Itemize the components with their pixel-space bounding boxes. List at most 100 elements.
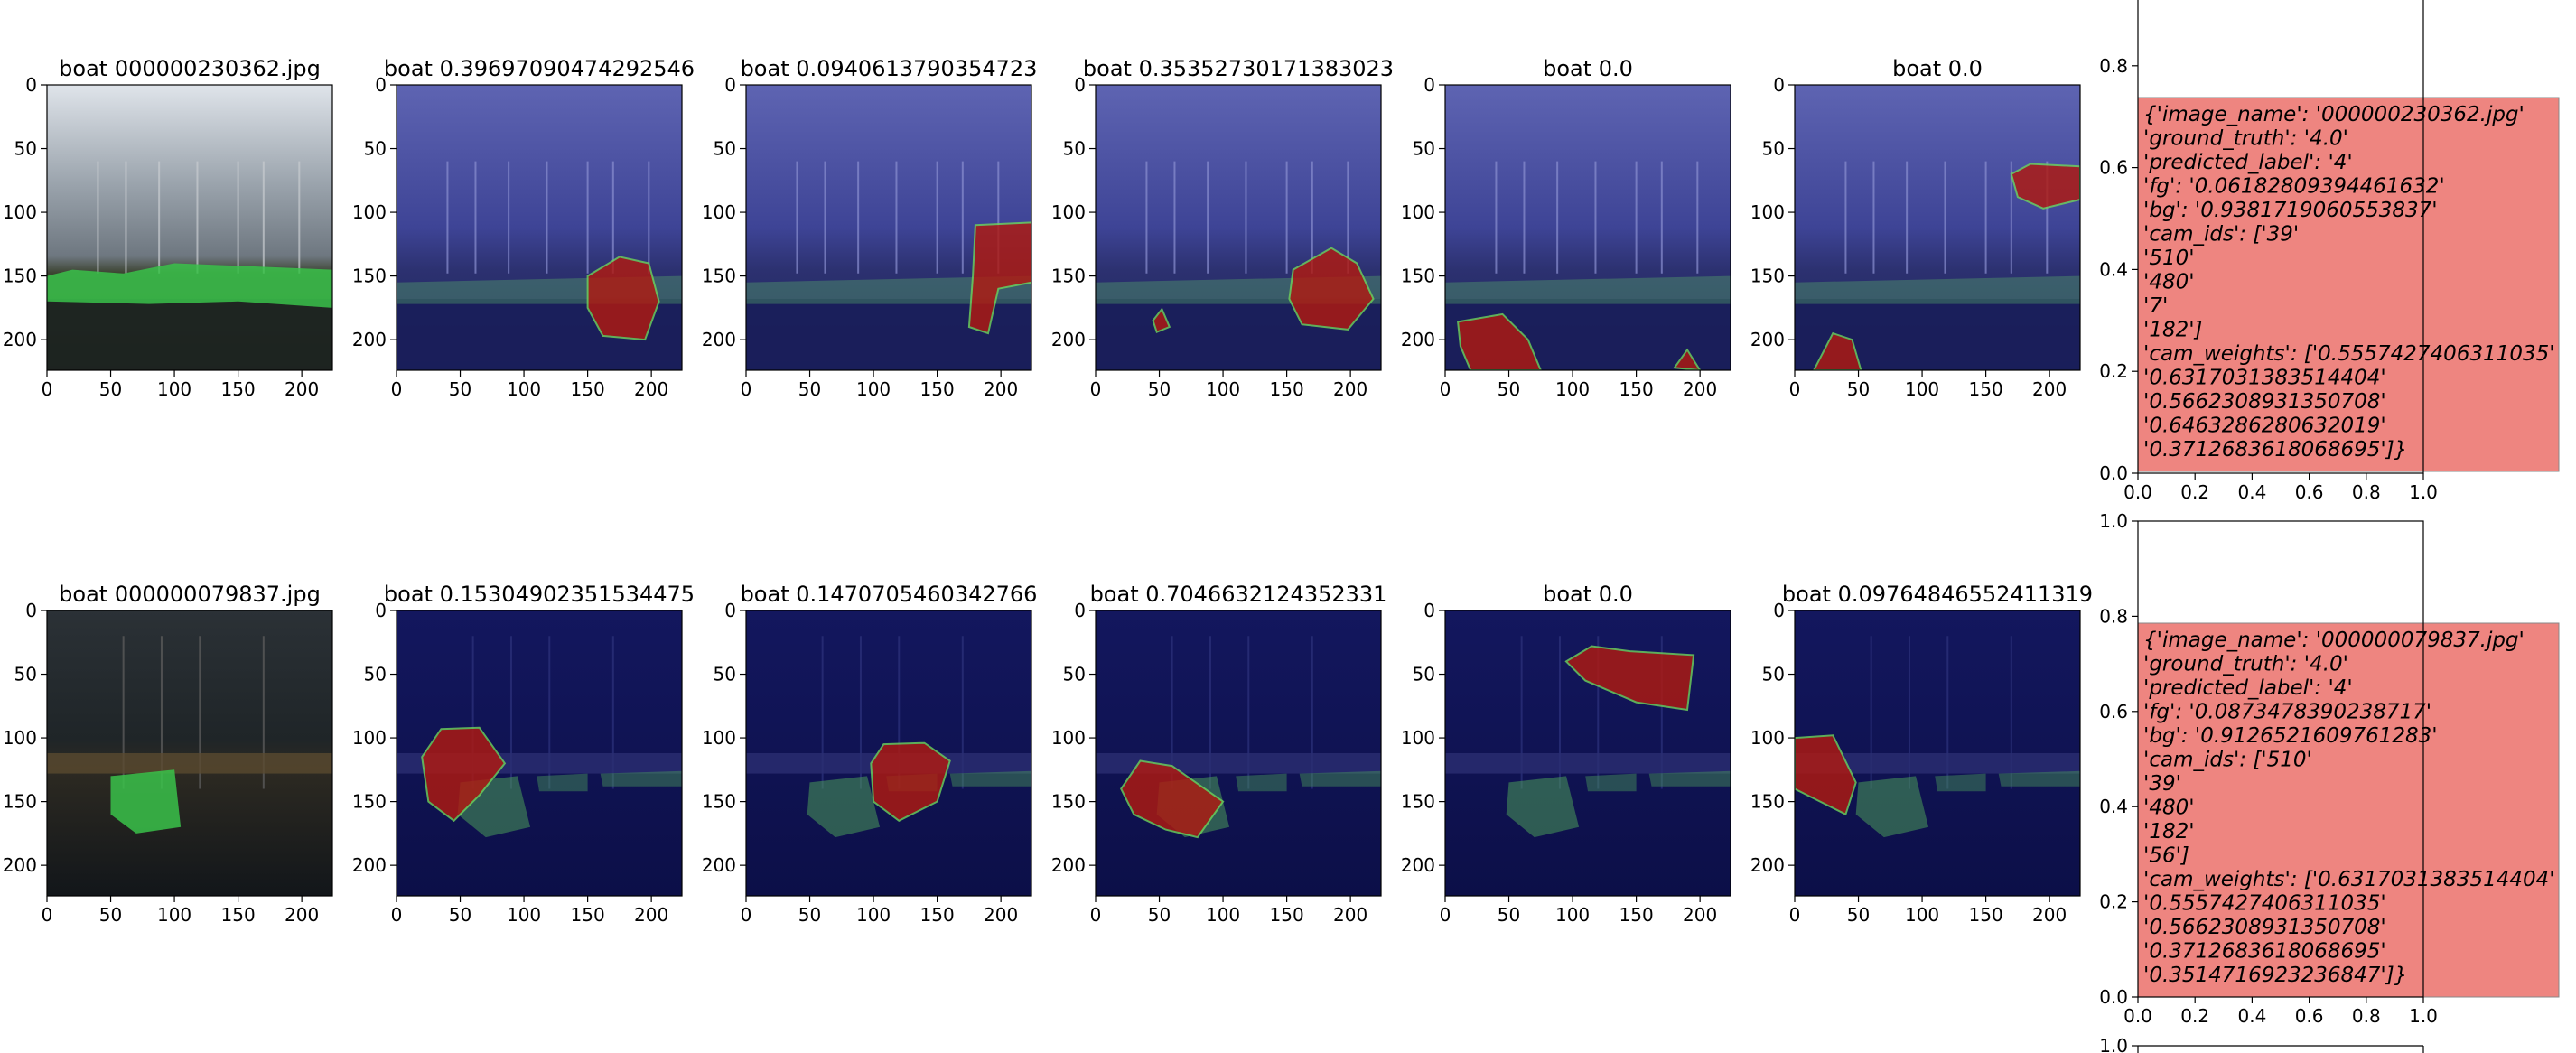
- x-tick-label: 150: [1619, 904, 1654, 926]
- x-tick-label: 0: [741, 378, 752, 400]
- y-tick-label: 200: [352, 854, 387, 876]
- boat-mask-faint: [746, 275, 1031, 304]
- panel-title: boat 0.0940613790354723: [741, 56, 1038, 81]
- x-tick-label: 50: [99, 904, 122, 926]
- info-line: 'fg': '0.06182809394461632': [2143, 175, 2445, 199]
- x-tick-label: 200: [285, 378, 319, 400]
- info-line: 'ground_truth': '4.0': [2143, 653, 2348, 676]
- x-tick-label: 200: [285, 904, 319, 926]
- panel-title: boat 0.0: [1543, 582, 1633, 607]
- figure-row: boat 000000230362.jpg 0 50 100 150 200 0 50 100 1…: [3, 0, 2560, 503]
- x-tick-label: 0: [741, 904, 752, 926]
- info-line: 'cam_ids': ['39': [2143, 223, 2299, 247]
- x-tick-label: 100: [157, 378, 191, 400]
- partial-row: 1.0: [2099, 1035, 2424, 1053]
- x-tick-label: 100: [1206, 904, 1240, 926]
- panel-title: boat 000000079837.jpg: [59, 582, 321, 607]
- y-tick-label: 0: [25, 74, 37, 96]
- x-tick-label: 50: [1148, 378, 1171, 400]
- x-tick-label: 100: [1905, 378, 1939, 400]
- cam-region: [1457, 312, 1542, 370]
- x-tick-label: 200: [1333, 378, 1367, 400]
- x-tick-label: 150: [221, 904, 256, 926]
- info-line: 'cam_weights': ['0.6317031383514404': [2143, 868, 2555, 891]
- x-tick-label: 0: [1440, 904, 1451, 926]
- y-tick-label: 200: [1051, 854, 1086, 876]
- x-tick-label: 0.0: [2123, 481, 2152, 503]
- axes-frame: [1794, 84, 2081, 371]
- y-tick-label: 150: [1750, 266, 1785, 287]
- original-image-panel: boat 000000230362.jpg 0 50 100 150 200 0 50 100 1…: [3, 56, 333, 400]
- cam-region: [967, 221, 1031, 335]
- info-line: '0.3514716923236847']}: [2143, 964, 2407, 987]
- y-tick-label: 0.0: [2099, 986, 2128, 1008]
- y-tick-label: 150: [1401, 266, 1435, 287]
- x-tick-label: 100: [507, 904, 541, 926]
- axes-frame: [1095, 84, 1382, 371]
- y-tick-label: 100: [1750, 201, 1785, 223]
- y-tick-label: 50: [1762, 664, 1785, 685]
- axes-frame: [396, 610, 683, 897]
- x-tick-label: 50: [1498, 378, 1520, 400]
- axes-frame: [1444, 84, 1731, 371]
- axes-frame: [1095, 610, 1382, 897]
- cam-region: [1795, 734, 1857, 816]
- cam-region: [421, 726, 507, 823]
- y-tick-label: 50: [364, 664, 387, 685]
- x-tick-label: 150: [221, 378, 256, 400]
- x-tick-label: 150: [1619, 378, 1654, 400]
- y-tick-label: 150: [702, 791, 736, 813]
- y-tick-label: 150: [3, 791, 37, 813]
- y-tick-label: 0.6: [2099, 157, 2128, 179]
- x-tick-label: 200: [984, 378, 1018, 400]
- x-tick-label: 0.6: [2295, 1005, 2324, 1027]
- panel-title: boat 0.0: [1543, 56, 1633, 81]
- cam-region: [1564, 645, 1695, 712]
- cam-region: [1152, 307, 1171, 334]
- x-tick-label: 100: [1206, 378, 1240, 400]
- info-line: '0.3712683618068695': [2143, 940, 2386, 964]
- y-tick-label: 150: [1750, 791, 1785, 813]
- image-area: [1096, 610, 1381, 896]
- x-tick-label: 0: [42, 904, 53, 926]
- info-line: {'image_name': '000000230362.jpg': [2143, 103, 2525, 126]
- x-tick-label: 1.0: [2409, 1005, 2438, 1027]
- y-tick-label: 100: [3, 727, 37, 749]
- shoreline: [1445, 753, 1731, 774]
- info-line: '56']: [2143, 844, 2189, 868]
- y-tick-label: 0: [25, 600, 37, 621]
- y-tick-label: 100: [1750, 727, 1785, 749]
- axes-frame: [2137, 0, 2424, 474]
- image-area: [47, 610, 332, 896]
- y-tick-label: 50: [1413, 664, 1435, 685]
- x-tick-label: 150: [1969, 378, 2003, 400]
- info-panel: 0.0 0.2 0.4 0.6 0.8 1.0 0.0 0.2 0.4 0.6 0.8 1.0 {'im…: [2099, 510, 2560, 1027]
- x-tick-label: 0.8: [2352, 481, 2381, 503]
- boat-mask-faint: [949, 770, 1031, 787]
- x-tick-label: 100: [157, 904, 191, 926]
- info-line: '0.6463286280632019': [2143, 415, 2386, 438]
- x-tick-label: 50: [1498, 904, 1520, 926]
- y-tick-label: 0: [375, 74, 387, 96]
- boat-mask: [110, 769, 182, 834]
- info-line: '182': [2143, 820, 2195, 843]
- panel-title: boat 0.7046632124352331: [1090, 582, 1387, 607]
- y-tick-label: 200: [1750, 854, 1785, 876]
- y-tick-label: 100: [1051, 201, 1086, 223]
- info-line: 'ground_truth': '4.0': [2143, 127, 2348, 151]
- panel-title: boat 0.35352730171383023: [1083, 56, 1394, 81]
- y-tick-label: 150: [3, 266, 37, 287]
- boat-mask-faint: [1855, 776, 1929, 838]
- info-box: [2137, 622, 2560, 998]
- x-tick-label: 50: [1847, 904, 1870, 926]
- axes-frame: [1794, 610, 2081, 897]
- image-area: [746, 610, 1031, 896]
- original-image-panel: boat 000000079837.jpg 0 50 100 150 200 0 50 100 1…: [3, 582, 333, 926]
- boat-mask: [47, 263, 332, 308]
- y-tick-label: 150: [1051, 266, 1086, 287]
- cam-region: [1673, 348, 1702, 370]
